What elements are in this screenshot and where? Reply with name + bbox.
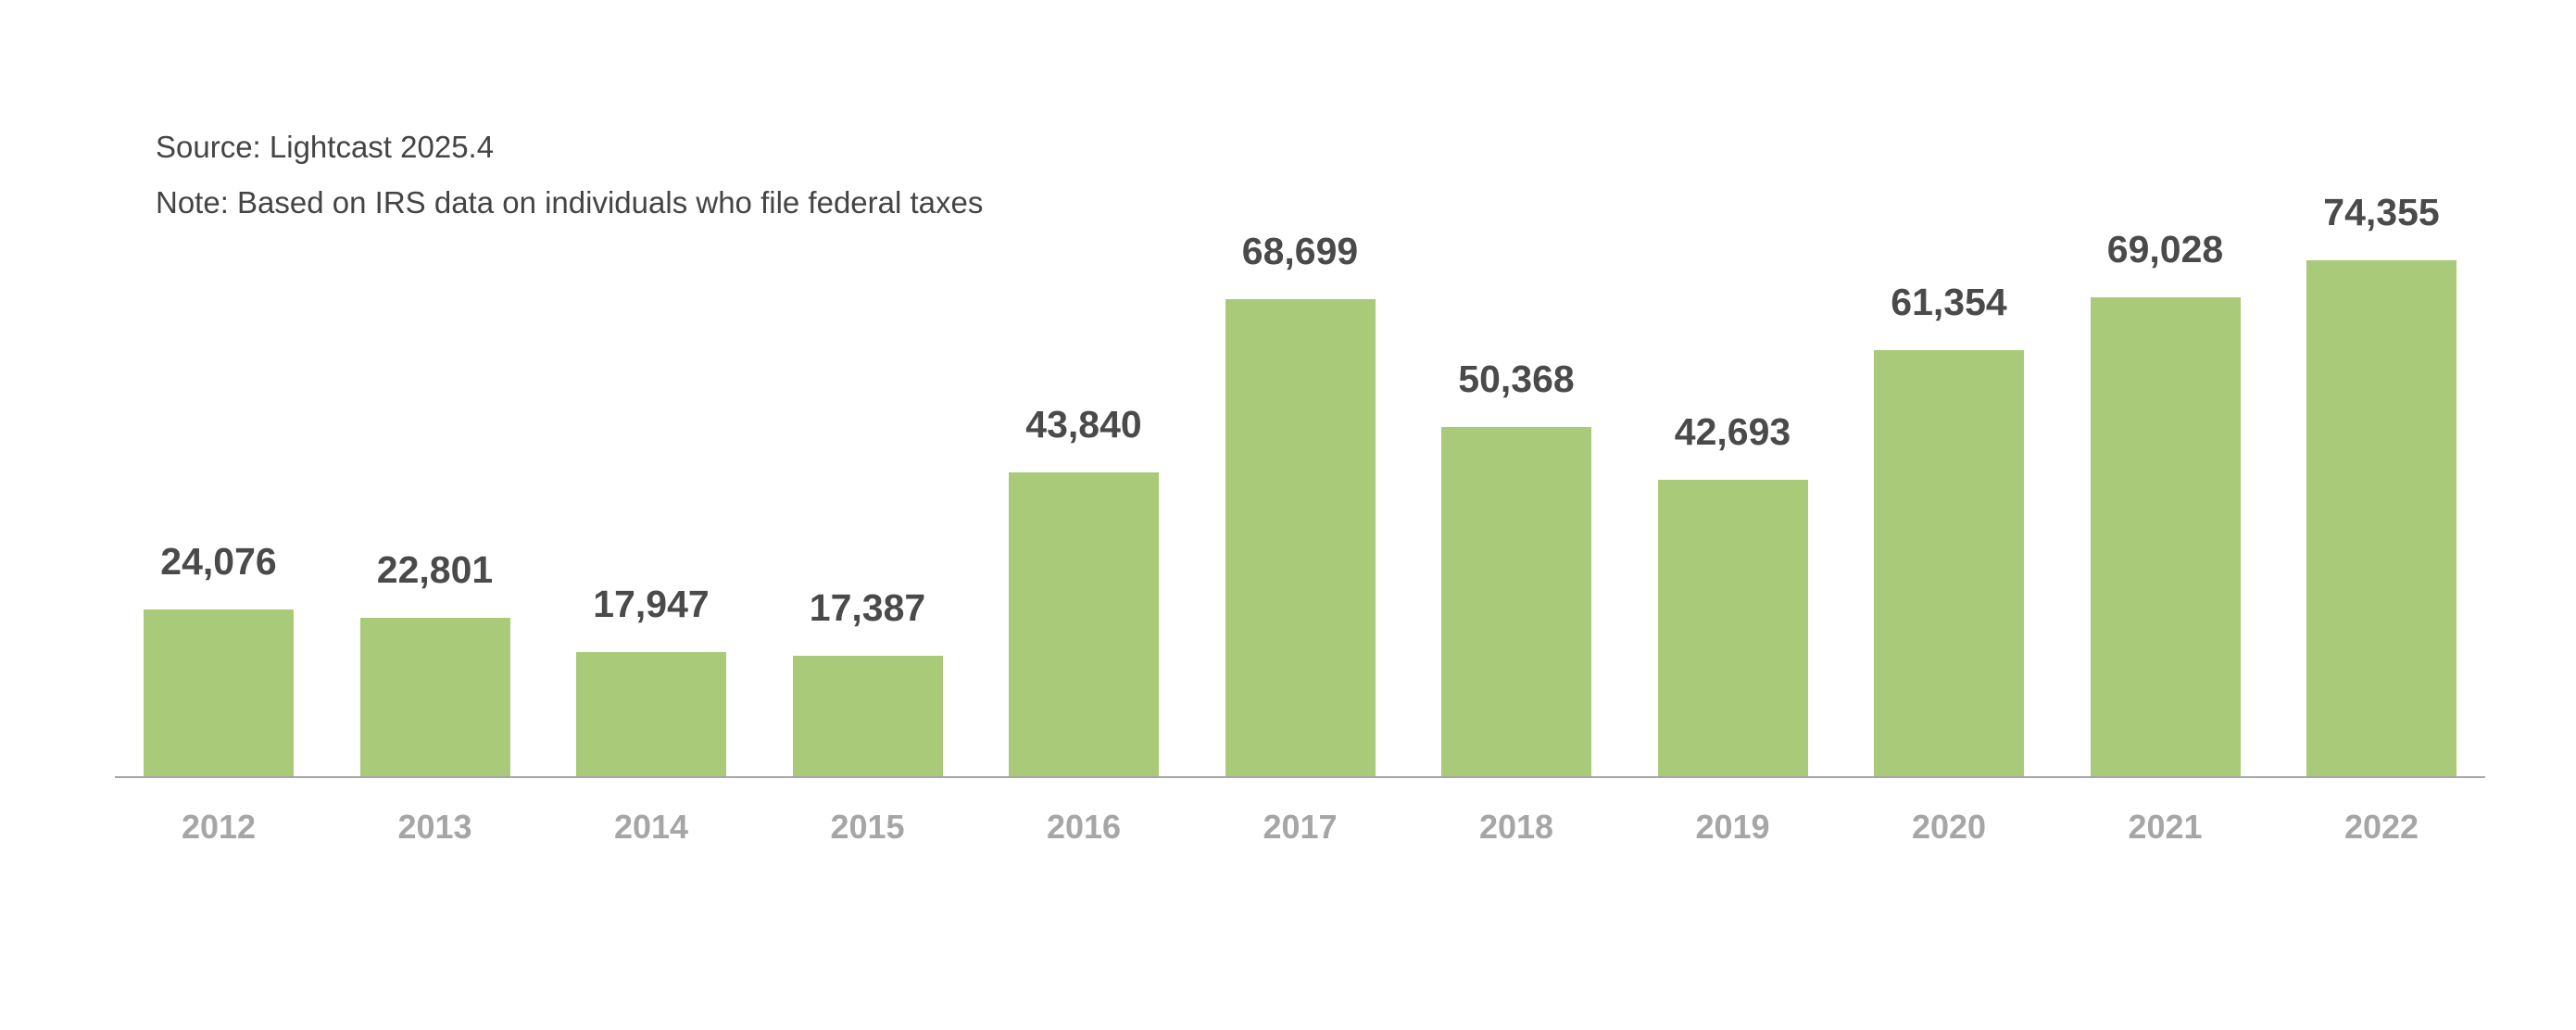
value-label: 22,801 <box>376 548 494 592</box>
bar-2020 <box>1874 350 2024 776</box>
x-tick-label: 2016 <box>1046 808 1122 846</box>
x-tick-label: 2017 <box>1263 808 1338 846</box>
x-tick-label: 2013 <box>397 808 472 846</box>
bar-2021 <box>2090 296 2241 776</box>
bar-2012 <box>144 609 294 776</box>
source-note: Source: Lightcast 2025.4 <box>156 130 495 164</box>
x-tick-label: 2019 <box>1695 808 1770 846</box>
value-label: 17,947 <box>593 582 710 625</box>
x-tick-label: 2015 <box>830 808 905 846</box>
value-label: 42,693 <box>1674 410 1791 454</box>
value-label: 61,354 <box>1891 281 2007 324</box>
bar-2016 <box>1009 471 1159 776</box>
value-label: 17,387 <box>809 585 926 629</box>
bar-2017 <box>1225 299 1376 776</box>
x-tick-label: 2018 <box>1478 808 1554 846</box>
value-label: 68,699 <box>1241 230 1359 273</box>
data-note: Note: Based on IRS data on individuals w… <box>156 185 984 220</box>
bar-2014 <box>576 651 726 776</box>
x-tick-label: 2020 <box>1911 808 1987 846</box>
value-label: 69,028 <box>2106 227 2224 270</box>
bar-2013 <box>359 618 510 776</box>
value-label: 24,076 <box>160 539 277 583</box>
x-tick-label: 2014 <box>613 808 689 846</box>
bar-2019 <box>1657 480 1808 776</box>
value-label: 74,355 <box>2323 191 2440 233</box>
bar-2015 <box>792 655 943 776</box>
bar-2022 <box>2306 260 2457 776</box>
value-label: 43,840 <box>1025 402 1142 446</box>
x-tick-label: 2021 <box>2128 808 2203 846</box>
x-tick-label: 2022 <box>2344 808 2419 846</box>
value-label: 50,368 <box>1458 357 1575 400</box>
x-axis-line <box>115 776 2485 778</box>
x-tick-label: 2012 <box>181 808 257 846</box>
bar-2018 <box>1441 426 1591 776</box>
